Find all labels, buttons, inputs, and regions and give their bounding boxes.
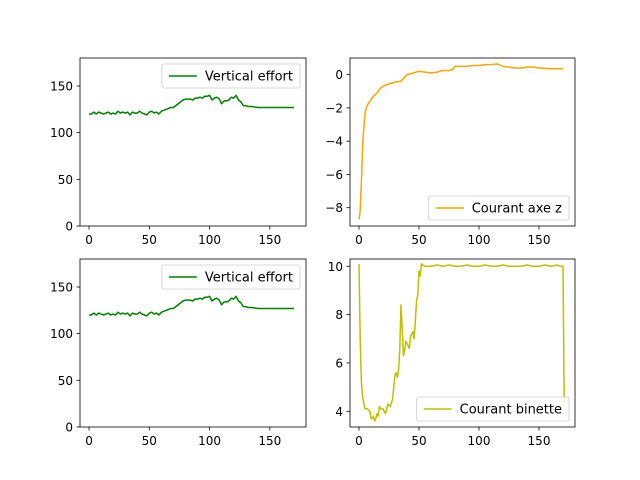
- y-tick-label: −2: [325, 101, 343, 115]
- series-line-0: [358, 63, 563, 220]
- legend-box: [161, 63, 301, 89]
- y-tick-label: −4: [325, 135, 343, 149]
- y-tick-label: 100: [50, 126, 73, 140]
- y-tick-label: 50: [58, 173, 73, 187]
- legend: Courant axe z: [428, 195, 570, 221]
- y-tick-label: 50: [58, 374, 73, 388]
- x-tick-label: 150: [258, 434, 281, 448]
- axes-frame: [79, 258, 307, 428]
- axes-frame: [349, 57, 576, 227]
- y-tick-label: 100: [50, 327, 73, 341]
- x-tick-label: 50: [411, 233, 426, 247]
- x-tick-label: 50: [411, 434, 426, 448]
- y-tick-label: 0: [335, 68, 343, 82]
- x-tick-label: 150: [258, 233, 281, 247]
- axes-frame: [349, 258, 576, 428]
- y-tick-label: 150: [50, 281, 73, 295]
- y-tick-label: 0: [65, 220, 73, 234]
- y-tick-label: −8: [325, 201, 343, 215]
- x-tick-label: 150: [528, 233, 551, 247]
- x-tick-label: 0: [85, 233, 93, 247]
- x-tick-label: 150: [528, 434, 551, 448]
- x-tick-label: 100: [468, 233, 491, 247]
- legend: Vertical effort: [161, 63, 301, 89]
- legend-label: Vertical effort: [205, 271, 293, 286]
- y-tick-label: 6: [335, 356, 343, 370]
- series-line-0: [89, 94, 294, 116]
- x-tick-label: 50: [142, 233, 157, 247]
- x-tick-label: 100: [198, 233, 221, 247]
- legend: Courant binette: [416, 396, 570, 422]
- x-tick-label: 100: [198, 434, 221, 448]
- y-tick-label: −6: [325, 168, 343, 182]
- legend-label: Courant binette: [460, 403, 562, 418]
- x-tick-label: 100: [468, 434, 491, 448]
- y-tick-label: 10: [328, 260, 343, 274]
- subplot-top-left: 0 50 100 150 0 50 100 150 Vertical effort: [50, 57, 307, 247]
- x-tick-label: 50: [142, 434, 157, 448]
- legend-label: Vertical effort: [205, 70, 293, 85]
- legend-label: Courant axe z: [472, 202, 562, 217]
- x-tick-label: 0: [355, 233, 363, 247]
- legend-box: [416, 396, 570, 422]
- legend-box: [428, 195, 570, 221]
- axes-frame: [79, 57, 307, 227]
- x-tick-label: 0: [355, 434, 363, 448]
- subplot-bottom-left: 0 50 100 150 0 50 100 150 Vertical effort: [50, 258, 307, 448]
- series-line-0: [358, 263, 565, 422]
- subplot-bottom-right: 0 50 100 150 4 6 8 10 Courant binette: [328, 258, 576, 448]
- series-line-0: [89, 295, 294, 317]
- legend: Vertical effort: [161, 264, 301, 290]
- x-tick-label: 0: [85, 434, 93, 448]
- y-tick-label: 8: [335, 308, 343, 322]
- subplot-top-right: 0 50 100 150 −8 −6 −4 −2 0 Courant axe z: [325, 57, 576, 247]
- legend-box: [161, 264, 301, 290]
- y-tick-label: 0: [65, 421, 73, 435]
- y-tick-label: 150: [50, 80, 73, 94]
- y-tick-label: 4: [335, 405, 343, 419]
